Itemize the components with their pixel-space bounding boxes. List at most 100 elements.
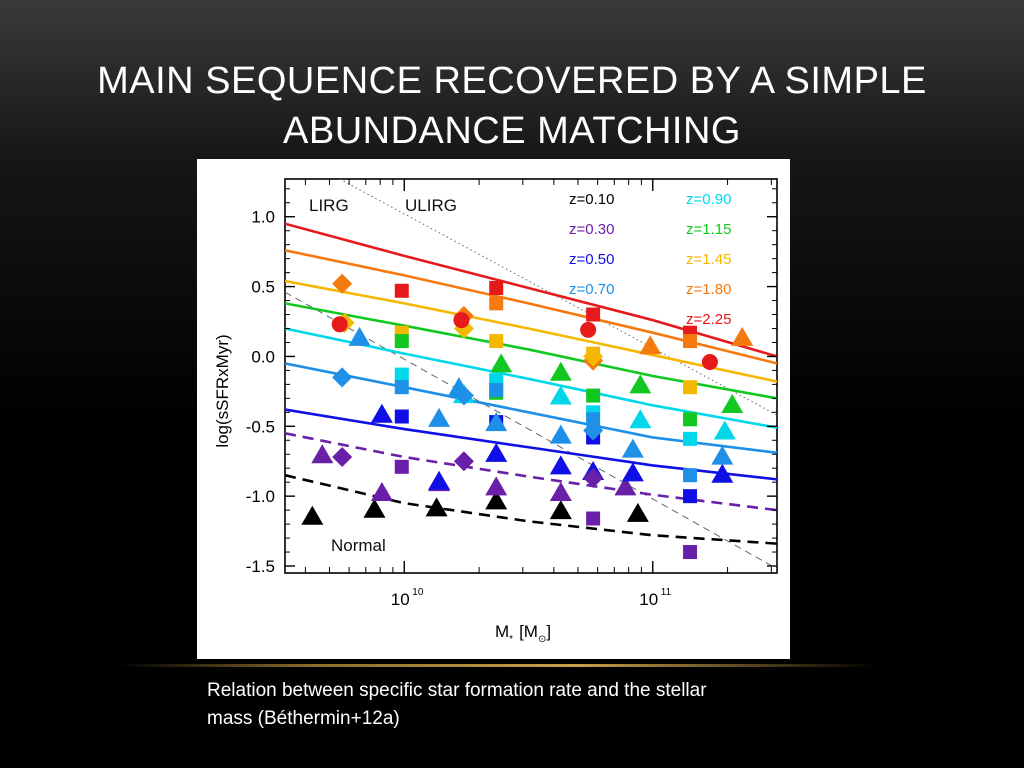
legend-entry-z145: z=1.45	[686, 251, 731, 268]
triangle-marker-z050	[370, 403, 393, 423]
triangle-marker-z030	[614, 476, 637, 496]
legend-entry-z225: z=2.25	[686, 311, 731, 328]
triangle-marker-z030	[549, 481, 572, 501]
square-marker-z180	[683, 334, 698, 349]
square-marker-z145	[489, 334, 504, 349]
triangle-marker-z115	[549, 361, 572, 381]
triangle-marker-z010	[301, 505, 324, 525]
circle-marker-z225	[701, 354, 718, 371]
triangle-marker-z050	[428, 470, 451, 490]
square-marker-z030	[394, 459, 409, 474]
caption-line-2: mass (Béthermin+12a)	[207, 708, 400, 729]
triangle-marker-z050	[485, 442, 508, 462]
triangle-marker-z115	[629, 374, 652, 394]
square-marker-z070	[394, 380, 409, 395]
legend-entry-z030: z=0.30	[569, 221, 614, 238]
triangle-marker-z010	[425, 497, 448, 517]
square-marker-z115	[586, 388, 601, 403]
y-tick-label: -1.5	[246, 557, 275, 576]
triangle-marker-z070	[621, 438, 644, 458]
triangle-marker-z070	[485, 412, 508, 432]
triangle-marker-z010	[363, 498, 386, 518]
y-tick-label: 0.5	[251, 278, 275, 297]
legend-entry-z180: z=1.80	[686, 281, 731, 298]
slide-title-line-1: MAIN SEQUENCE RECOVERED BY A SIMPLE	[97, 60, 927, 102]
legend-entry-z115: z=1.15	[686, 221, 731, 238]
x-axis-label: M* [M⊙]	[495, 622, 551, 645]
diamond-marker-z030	[583, 467, 604, 488]
triangle-marker-z070	[348, 326, 371, 346]
triangle-marker-z115	[490, 353, 513, 373]
slide-title: MAIN SEQUENCE RECOVERED BY A SIMPLE ABUN…	[0, 56, 1024, 156]
observation-markers	[301, 273, 754, 560]
diamond-marker-z070	[583, 420, 604, 441]
y-tick-label: 0.0	[251, 347, 275, 366]
diamond-marker-z145	[583, 346, 604, 367]
x-axis-label-unit-subscript: ⊙	[538, 634, 546, 645]
circle-marker-z225	[580, 321, 597, 338]
diamond-marker-z070	[453, 385, 474, 406]
figure-panel: -1.5 -1.0 -0.5 0.0 0.5 1.0 10 10 10 11 log(sSFRxM…	[197, 159, 790, 659]
square-marker-z070	[489, 382, 504, 397]
model-curve-z145	[285, 279, 777, 383]
plot-frame	[284, 178, 778, 574]
diamond-marker-z030	[332, 447, 353, 468]
triangle-marker-z050	[621, 462, 644, 482]
triangle-marker-z030	[311, 444, 334, 464]
triangle-marker-z090	[713, 420, 736, 440]
square-marker-z070	[586, 412, 601, 427]
square-marker-z030	[683, 545, 698, 560]
triangle-marker-z090	[549, 385, 572, 405]
triangle-marker-z050	[711, 463, 734, 483]
legend-entry-z070: z=0.70	[569, 281, 614, 298]
x-tick-label-base: 10	[391, 590, 410, 609]
x-tick-label-exponent: 11	[661, 587, 672, 598]
square-marker-z225	[489, 280, 504, 295]
square-marker-z115	[394, 334, 409, 349]
legend-entry-z090: z=0.90	[686, 191, 731, 208]
square-marker-z050	[683, 489, 698, 504]
x-axis-label-symbol: M	[495, 622, 509, 641]
x-axis-label-unit: [M	[519, 622, 538, 641]
square-marker-z115	[683, 412, 698, 427]
triangle-marker-z030	[370, 481, 393, 501]
model-curve-z010	[285, 473, 777, 545]
legend-entry-z050: z=0.50	[569, 251, 614, 268]
diamond-marker-z030	[453, 451, 474, 472]
guide-lines	[285, 179, 777, 570]
square-marker-z225	[394, 283, 409, 298]
x-tick-label-base: 10	[639, 590, 658, 609]
y-tick-label: -0.5	[246, 417, 275, 436]
y-tick-label: 1.0	[251, 208, 275, 227]
square-marker-z145	[683, 380, 698, 395]
x-axis-label-unit-close: ]	[546, 622, 551, 641]
caption-line-1: Relation between specific star formation…	[207, 680, 707, 701]
square-marker-z180	[489, 296, 504, 311]
legend-entry-z010: z=0.10	[569, 191, 614, 208]
slide-title-line-2: ABUNDANCE MATCHING	[283, 110, 741, 152]
square-marker-z070	[683, 468, 698, 483]
triangle-marker-z180	[731, 326, 754, 346]
triangle-marker-z070	[428, 407, 451, 427]
axis-ticks: -1.5-1.0-0.50.00.51.010 10 10 11	[246, 179, 777, 609]
legend: z=0.10 z=0.30 z=0.50 z=0.70 z=0.90 z=1.15 z=1.…	[569, 191, 731, 328]
circle-marker-z225	[453, 312, 470, 329]
triangle-marker-z010	[626, 502, 649, 522]
circle-marker-z225	[331, 316, 348, 333]
lirg-ulirg-dotted-line	[339, 179, 777, 416]
ssfr-mass-chart: -1.5-1.0-0.50.00.51.010 10 10 11 log(sSFRxM…	[213, 178, 778, 645]
square-marker-z090	[394, 367, 409, 382]
triangle-marker-z050	[549, 455, 572, 475]
triangle-marker-z070	[711, 445, 734, 465]
y-axis-label: log(sSFRxMyr)	[213, 334, 232, 447]
x-tick-label-exponent: 10	[412, 587, 424, 598]
triangle-marker-z030	[485, 476, 508, 496]
triangle-marker-z010	[549, 500, 572, 520]
thin-dashed-guide-line	[285, 291, 777, 570]
square-marker-z050	[394, 409, 409, 424]
triangle-marker-z070	[549, 424, 572, 444]
normal-label: Normal	[331, 536, 386, 555]
x-axis-label-subscript: *	[509, 634, 513, 645]
diamond-marker-z180	[332, 273, 353, 294]
gold-divider	[120, 664, 880, 667]
